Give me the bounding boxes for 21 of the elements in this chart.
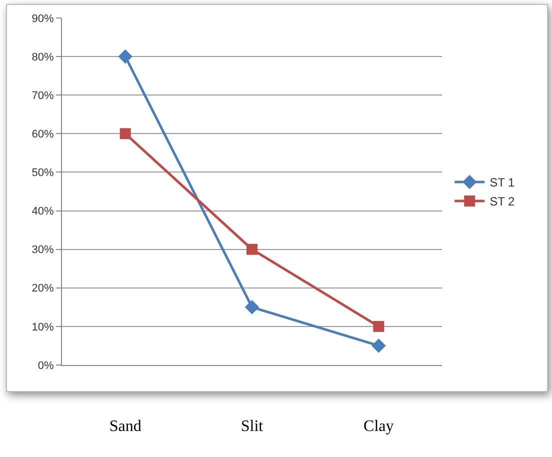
point xyxy=(118,49,132,64)
y-tick-label: 60% xyxy=(32,128,54,141)
y-tick-label: 90% xyxy=(32,12,54,25)
point xyxy=(246,244,258,255)
point xyxy=(244,300,260,314)
point xyxy=(373,320,384,332)
legend-label: ST 2 xyxy=(490,194,516,209)
x-tick-label: Sand xyxy=(109,418,142,436)
y-tick-label: 50% xyxy=(32,167,54,180)
y-tick-label: 0% xyxy=(38,360,54,372)
point xyxy=(120,128,131,140)
legend-label: ST 1 xyxy=(490,176,516,190)
y-tick-label: 80% xyxy=(32,51,54,64)
y-tick-label: 30% xyxy=(32,244,54,256)
y-tick-label: 40% xyxy=(32,206,54,218)
y-tick-label: 10% xyxy=(32,321,54,334)
point xyxy=(372,338,386,353)
y-tick-label: 20% xyxy=(32,282,54,295)
y-tick-label: 70% xyxy=(32,90,54,102)
x-tick-label: Clay xyxy=(364,418,394,436)
x-tick-label: Slit xyxy=(240,418,264,436)
